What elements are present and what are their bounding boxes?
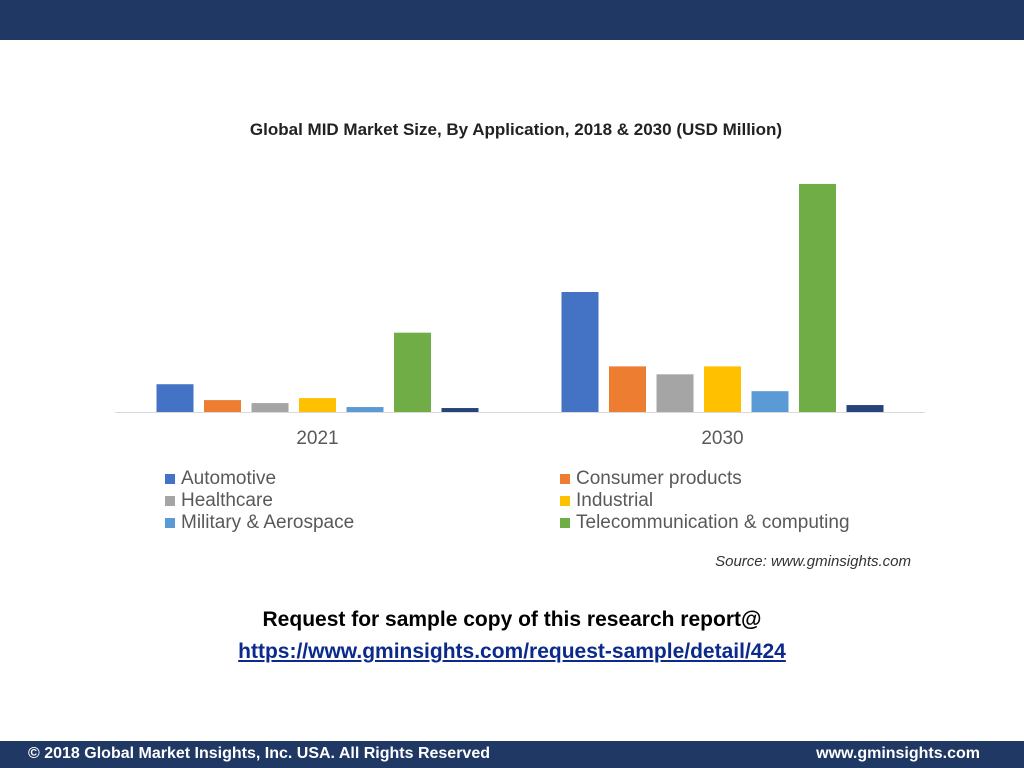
bar-healthcare-2021 <box>251 403 289 412</box>
x-tick-labels: 2021 2030 <box>296 428 743 449</box>
bar-industrial-2021 <box>299 398 336 412</box>
legend-label: Military & Aerospace <box>181 512 355 533</box>
legend-label: Healthcare <box>181 490 273 511</box>
legend-label: Automotive <box>181 468 277 489</box>
bar-military-aerospace-2030 <box>751 391 789 412</box>
legend-item: Telecommunication & computing <box>560 512 925 534</box>
bar-healthcare-2030 <box>656 374 694 412</box>
legend-item: Military & Aerospace <box>165 512 560 534</box>
bar-consumer-products-2030 <box>609 366 646 412</box>
legend-swatch <box>560 496 570 506</box>
legend-swatch <box>165 474 175 484</box>
top-banner <box>0 0 1024 40</box>
bar-unnamed-series-2021 <box>441 408 479 412</box>
legend-swatch <box>165 496 175 506</box>
x-tick-label: 2021 <box>296 428 338 449</box>
legend-item: Automotive <box>165 468 560 490</box>
legend-label: Telecommunication & computing <box>576 512 850 533</box>
legend-swatch <box>560 518 570 528</box>
chart-title: Global MID Market Size, By Application, … <box>249 120 783 139</box>
source-note: Source: www.gminsights.com <box>715 553 911 570</box>
legend-swatch <box>165 518 175 528</box>
legend-item: Healthcare <box>165 490 560 512</box>
bar-industrial-2030 <box>704 366 741 412</box>
copyright-text: © 2018 Global Market Insights, Inc. USA.… <box>28 745 490 762</box>
bar-chart: 2021 2030 <box>115 183 925 449</box>
chart-legend: Automotive Consumer products Healthcare Ind… <box>165 468 925 534</box>
bar-consumer-products-2021 <box>204 400 241 412</box>
legend-item: Consumer products <box>560 468 925 490</box>
legend-swatch <box>560 474 570 484</box>
request-sample-text: Request for sample copy of this research… <box>262 608 762 631</box>
bar-telecommunication-computing-2021 <box>394 332 431 412</box>
bar-telecommunication-computing-2030 <box>799 183 836 412</box>
x-tick-label: 2030 <box>701 428 743 449</box>
legend-label: Industrial <box>576 490 654 511</box>
bar-military-aerospace-2021 <box>346 407 384 412</box>
bar-automotive-2021 <box>156 384 194 412</box>
request-sample-link[interactable]: https://www.gminsights.com/request-sampl… <box>238 640 786 663</box>
bar-unnamed-series-2030 <box>846 405 884 412</box>
website-link[interactable]: www.gminsights.com <box>816 745 980 762</box>
bars-layer <box>156 183 884 412</box>
footer-bar: © 2018 Global Market Insights, Inc. USA.… <box>0 741 1024 768</box>
bar-automotive-2030 <box>561 292 599 412</box>
legend-item: Industrial <box>560 490 925 512</box>
legend-label: Consumer products <box>576 468 742 489</box>
